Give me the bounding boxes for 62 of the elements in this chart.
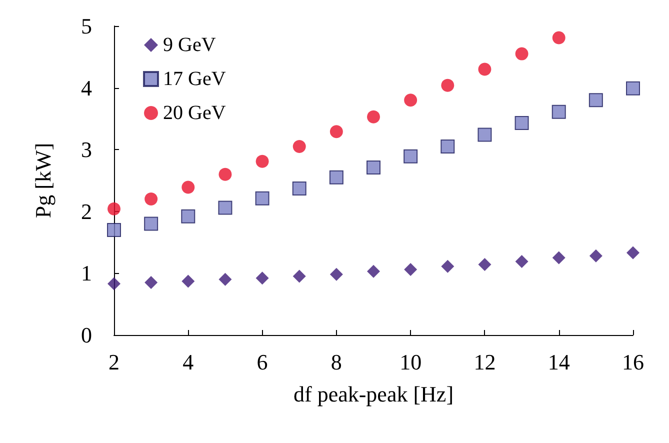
legend-label: 17 GeV [163, 68, 226, 90]
point [552, 104, 566, 119]
point [404, 262, 418, 276]
point [218, 272, 232, 286]
point [144, 216, 158, 231]
point [218, 200, 232, 215]
point [182, 274, 195, 288]
point [330, 125, 343, 138]
point [330, 268, 343, 281]
point [626, 246, 640, 260]
point [108, 277, 120, 290]
point [515, 47, 528, 60]
y-tick-label: 5 [81, 14, 92, 38]
point [108, 202, 120, 216]
point [552, 31, 566, 44]
point [478, 128, 492, 142]
point [367, 110, 380, 124]
x-tick-label: 8 [330, 350, 342, 374]
x-tick-label: 12 [474, 350, 496, 374]
point [440, 140, 455, 154]
point [144, 192, 158, 206]
x-tick-label: 16 [622, 350, 644, 374]
point [589, 249, 602, 262]
point [292, 182, 306, 196]
y-tick-label: 4 [81, 75, 92, 100]
x-axis-title: df peak-peak [Hz] [293, 382, 454, 406]
x-tick-label: 14 [548, 350, 570, 374]
point [256, 154, 269, 168]
point [552, 251, 566, 264]
point [144, 276, 158, 289]
x-tick-label: 4 [182, 350, 194, 374]
point [478, 258, 492, 272]
y-tick-label: 0 [81, 322, 92, 348]
legend-label: 9 GeV [163, 34, 216, 56]
point [182, 180, 195, 194]
point [329, 170, 344, 184]
x-tick-label: 2 [108, 350, 120, 374]
point [255, 191, 270, 206]
point [514, 116, 529, 130]
point [515, 254, 528, 268]
point [292, 270, 306, 283]
point [404, 149, 418, 164]
point [404, 94, 418, 107]
point [626, 81, 640, 96]
point [588, 93, 603, 108]
point [441, 260, 454, 273]
point [218, 168, 232, 181]
point [256, 272, 269, 285]
y-axis-title: Pg [kW] [30, 142, 56, 218]
point [292, 140, 306, 154]
x-tick-label: 10 [400, 350, 422, 374]
legend-label: 20 GeV [163, 102, 226, 124]
point [181, 209, 196, 224]
y-tick-label: 2 [81, 198, 92, 224]
x-tick-label: 6 [256, 350, 268, 374]
y-tick-label: 3 [81, 137, 92, 162]
point [366, 160, 380, 175]
point [107, 222, 121, 237]
point [441, 78, 454, 92]
point [367, 264, 380, 278]
point [478, 62, 492, 76]
y-tick-label: 1 [81, 260, 92, 286]
